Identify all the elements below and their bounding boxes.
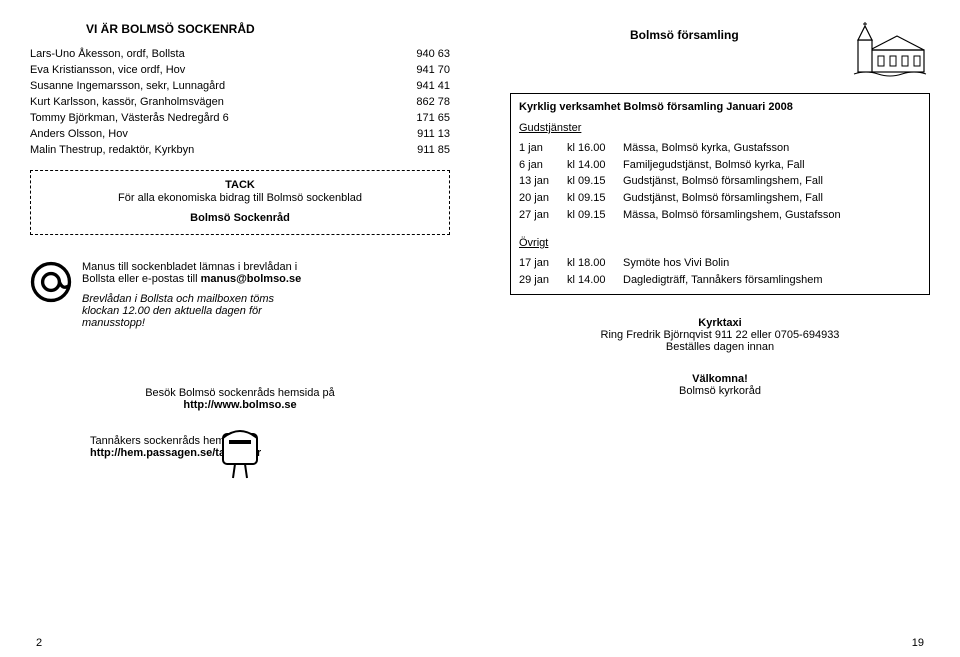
gudstjanster-heading: Gudstjänster bbox=[519, 121, 921, 136]
services-table: 1 jankl 16.00Mässa, Bolmsö kyrka, Gustaf… bbox=[519, 140, 921, 224]
valkomna-block: Välkomna! Bolmsö kyrkoråd bbox=[510, 373, 930, 397]
kyrktaxi-line: Ring Fredrik Björnqvist 911 22 eller 070… bbox=[510, 329, 930, 341]
page-number-left: 2 bbox=[36, 637, 42, 649]
forsamling-title: Bolmsö församling bbox=[630, 28, 739, 42]
website-l1: Besök Bolmsö sockenråds hemsida på bbox=[30, 387, 450, 399]
table-row: Malin Thestrup, redaktör, Kyrkbyn911 85 bbox=[30, 142, 450, 158]
right-header: Bolmsö församling bbox=[510, 22, 930, 83]
table-row: Anders Olsson, Hov911 13 bbox=[30, 126, 450, 142]
thanks-tack: TACK bbox=[37, 179, 443, 191]
at-icon bbox=[30, 261, 72, 337]
kyrktaxi-title: Kyrktaxi bbox=[510, 317, 930, 329]
valkomna-l2: Bolmsö kyrkoråd bbox=[679, 385, 761, 397]
table-row: 13 jankl 09.15Gudstjänst, Bolmsö församl… bbox=[519, 173, 921, 190]
kyrktaxi-block: Kyrktaxi Ring Fredrik Björnqvist 911 22 … bbox=[510, 317, 930, 353]
thanks-sign: Bolmsö Sockenråd bbox=[37, 212, 443, 224]
thanks-box: TACK För alla ekonomiska bidrag till Bol… bbox=[30, 170, 450, 235]
table-row: 20 jankl 09.15Gudstjänst, Bolmsö församl… bbox=[519, 190, 921, 207]
table-row: 29 jankl 14.00Dagledigträff, Tannåkers f… bbox=[519, 272, 921, 289]
verksamhet-box: Kyrklig verksamhet Bolmsö församling Jan… bbox=[510, 93, 930, 295]
board-table: Lars-Uno Åkesson, ordf, Bollsta940 63 Ev… bbox=[30, 46, 450, 158]
manus-text: Manus till sockenbladet lämnas i brevlåd… bbox=[82, 261, 301, 337]
page-number-right: 19 bbox=[912, 637, 924, 649]
table-row: Lars-Uno Åkesson, ordf, Bollsta940 63 bbox=[30, 46, 450, 62]
right-page: Bolmsö församling Kyrklig verksamhet Bol… bbox=[480, 0, 960, 657]
tann-l1: Tannåkers sockenråds hemsida bbox=[90, 435, 450, 447]
ovrigt-heading: Övrigt bbox=[519, 236, 921, 251]
website-block: Besök Bolmsö sockenråds hemsida på http:… bbox=[30, 387, 450, 411]
manus-email: manus@bolmso.se bbox=[201, 273, 302, 285]
other-table: 17 jankl 18.00Symöte hos Vivi Bolin 29 j… bbox=[519, 255, 921, 289]
thanks-line: För alla ekonomiska bidrag till Bolmsö s… bbox=[37, 192, 443, 204]
table-row: 17 jankl 18.00Symöte hos Vivi Bolin bbox=[519, 255, 921, 272]
manus-l1a: Manus till sockenbladet lämnas i brevlåd… bbox=[82, 261, 297, 273]
table-row: Kurt Karlsson, kassör, Granholmsvägen862… bbox=[30, 94, 450, 110]
website-url: http://www.bolmso.se bbox=[183, 399, 296, 411]
kyrktaxi-sub: Beställes dagen innan bbox=[510, 341, 930, 353]
table-row: 6 jankl 14.00Familjegudstjänst, Bolmsö k… bbox=[519, 157, 921, 174]
manus-l1b-pre: Bollsta eller e-postas till bbox=[82, 273, 201, 285]
manus-l2: Brevlådan i Bollsta och mailboxen töms k… bbox=[82, 293, 282, 329]
board-title: VI ÄR BOLMSÖ SOCKENRÅD bbox=[30, 22, 450, 36]
table-row: Tommy Björkman, Västerås Nedregård 6171 … bbox=[30, 110, 450, 126]
left-page: VI ÄR BOLMSÖ SOCKENRÅD Lars-Uno Åkesson,… bbox=[0, 0, 480, 657]
table-row: Eva Kristiansson, vice ordf, Hov941 70 bbox=[30, 62, 450, 78]
table-row: 27 jankl 09.15Mässa, Bolmsö församlingsh… bbox=[519, 207, 921, 224]
table-row: 1 jankl 16.00Mässa, Bolmsö kyrka, Gustaf… bbox=[519, 140, 921, 157]
valkomna-l1: Välkomna! bbox=[692, 373, 748, 385]
church-icon bbox=[852, 22, 930, 83]
manus-block: Manus till sockenbladet lämnas i brevlåd… bbox=[30, 261, 450, 337]
verksamhet-title: Kyrklig verksamhet Bolmsö församling Jan… bbox=[519, 100, 921, 115]
table-row: Susanne Ingemarsson, sekr, Lunnagård941 … bbox=[30, 78, 450, 94]
mailbox-icon bbox=[215, 424, 265, 482]
